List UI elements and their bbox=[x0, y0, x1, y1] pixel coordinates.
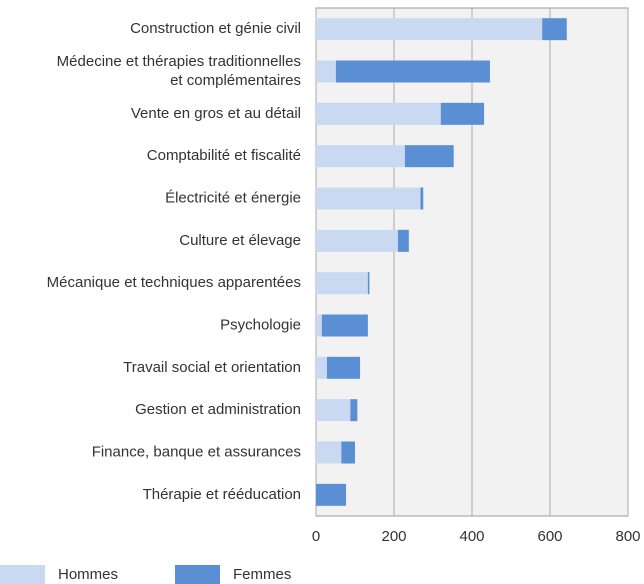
y-tick-label: Comptabilité et fiscalité bbox=[147, 147, 301, 164]
bar bbox=[404, 145, 454, 168]
bar bbox=[316, 314, 322, 337]
bar bbox=[316, 102, 441, 125]
bar bbox=[350, 399, 358, 422]
bar bbox=[316, 187, 421, 210]
y-tick-label: Finance, banque et assurances bbox=[92, 443, 301, 460]
y-tick-label: Thérapie et rééducation bbox=[143, 486, 301, 503]
x-tick-label: 200 bbox=[381, 528, 406, 545]
y-tick-label: Culture et élevage bbox=[179, 232, 301, 249]
bar bbox=[367, 272, 370, 295]
y-tick-label: Médecine et thérapies traditionnelles et … bbox=[57, 53, 301, 89]
y-tick-label: Électricité et énergie bbox=[165, 189, 301, 206]
y-tick-label: Travail social et orientation bbox=[123, 359, 301, 376]
legend-label: Femmes bbox=[233, 566, 291, 583]
legend-swatch bbox=[0, 565, 45, 584]
bar bbox=[397, 229, 409, 252]
bar bbox=[316, 399, 351, 422]
bar bbox=[335, 60, 490, 83]
y-tick-label: Vente en gros et au détail bbox=[131, 105, 301, 122]
bar bbox=[321, 314, 368, 337]
bar bbox=[542, 18, 567, 41]
y-tick-label: Psychologie bbox=[220, 316, 301, 333]
bar bbox=[316, 441, 342, 464]
bar bbox=[341, 441, 355, 464]
bar bbox=[316, 60, 336, 83]
bar bbox=[316, 272, 368, 295]
bar bbox=[316, 18, 543, 41]
legend-label: Hommes bbox=[58, 566, 118, 583]
bar bbox=[326, 356, 361, 379]
x-tick-label: 600 bbox=[537, 528, 562, 545]
bar bbox=[440, 102, 485, 125]
y-tick-label: Gestion et administration bbox=[135, 401, 301, 418]
y-tick-label: Construction et génie civil bbox=[130, 20, 301, 37]
x-tick-label: 800 bbox=[615, 528, 640, 545]
bar bbox=[316, 229, 398, 252]
x-tick-label: 0 bbox=[312, 528, 320, 545]
x-tick-label: 400 bbox=[459, 528, 484, 545]
y-tick-label: Mécanique et techniques apparentées bbox=[47, 274, 301, 291]
bar bbox=[420, 187, 424, 210]
legend-swatch bbox=[175, 565, 220, 584]
bar bbox=[316, 483, 347, 506]
bar bbox=[316, 356, 327, 379]
bar bbox=[316, 145, 405, 168]
